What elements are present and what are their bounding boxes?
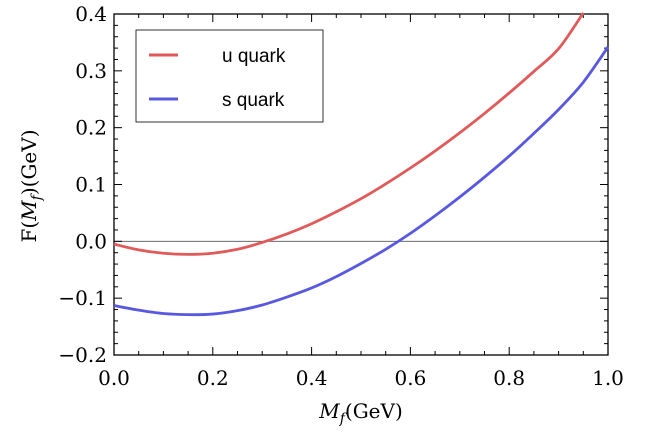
series-layer bbox=[113, 12, 610, 317]
legend-label-s-quark: s quark bbox=[222, 90, 285, 111]
y-axis-label: F(Mf)(GeV) bbox=[17, 129, 45, 242]
y-tick-label: −0.1 bbox=[58, 286, 107, 310]
x-tick-label: 0.4 bbox=[296, 366, 328, 390]
axis-tick-labels: 0.0 0.2 0.4 0.6 0.8 1.0 −0.2 −0.1 0.0 0.1 0.2 0.3 0.… bbox=[58, 2, 623, 390]
legend: u quark s quark bbox=[135, 29, 324, 123]
x-tick-label: 1.0 bbox=[592, 366, 624, 390]
x-tick-label: 0.8 bbox=[493, 366, 525, 390]
legend-label-u-quark: u quark bbox=[222, 46, 286, 67]
legend-box bbox=[135, 29, 324, 123]
series-line-u-quark bbox=[113, 12, 585, 256]
x-tick-label: 0.2 bbox=[197, 366, 229, 390]
y-tick-label: 0.0 bbox=[75, 229, 107, 253]
axis-ticks bbox=[113, 13, 609, 356]
y-tick-label: 0.1 bbox=[75, 173, 107, 197]
x-tick-label: 0.6 bbox=[394, 366, 426, 390]
series-line-s-quark bbox=[113, 46, 610, 317]
y-tick-label: 0.2 bbox=[75, 116, 107, 140]
x-axis-label: Mf(GeV) bbox=[318, 399, 403, 427]
y-tick-label: 0.3 bbox=[75, 59, 107, 83]
x-tick-label: 0.0 bbox=[98, 366, 130, 390]
y-tick-label: −0.2 bbox=[58, 343, 107, 367]
y-tick-label: 0.4 bbox=[75, 2, 107, 26]
